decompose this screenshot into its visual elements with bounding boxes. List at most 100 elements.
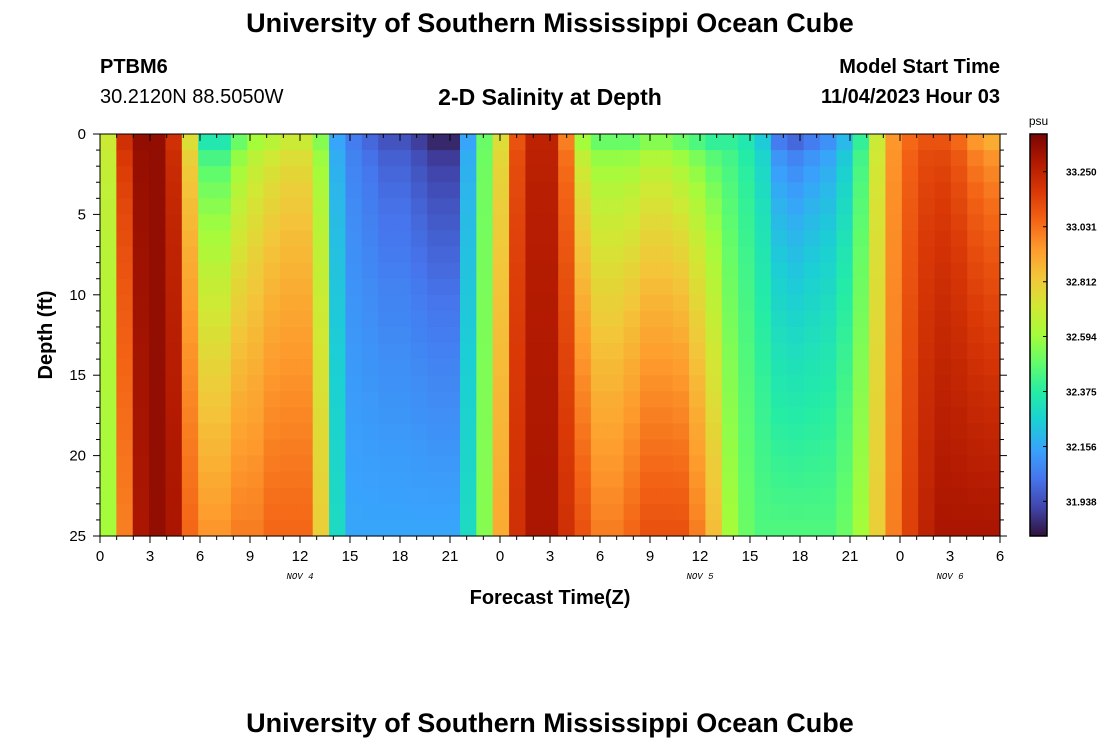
colorbar-tick-label: 32.594 [1066,333,1097,344]
heatmap-cell [754,278,772,296]
heatmap-cell [541,214,559,232]
heatmap-cell [803,278,821,296]
heatmap-cell [181,166,199,183]
heatmap-cell [623,262,641,280]
heatmap-cell [198,262,216,280]
heatmap-cell [967,326,985,344]
heatmap-cell [476,391,494,408]
heatmap-cell [427,519,445,537]
heatmap-cell [705,166,723,183]
heatmap-cell [738,391,756,408]
heatmap-cell [492,343,510,360]
heatmap-cell [852,343,870,360]
heatmap-cell [329,391,347,408]
x-tick-label: 6 [996,548,1004,565]
heatmap-cell [721,214,739,232]
heatmap-cell [754,359,772,376]
heatmap-cell [181,455,199,473]
heatmap-cell [689,198,707,215]
heatmap-cell [296,166,314,183]
heatmap-cell [820,230,837,248]
heatmap-cell [132,198,150,215]
heatmap-cell [558,150,576,167]
heatmap-cell [541,503,559,521]
heatmap-cell [100,230,117,248]
heatmap-cell [394,134,412,151]
heatmap-cell [721,230,739,248]
heatmap-cell [672,471,690,489]
heatmap-cell [590,214,608,232]
heatmap-cell [541,439,559,457]
heatmap-cell [181,150,199,167]
heatmap-cell [918,519,936,537]
heatmap-cell [149,294,167,312]
heatmap-cell [852,246,870,264]
heatmap-cell [836,310,854,328]
chart-subtitle: 2-D Salinity at Depth [438,84,662,110]
heatmap-cell [967,343,985,360]
heatmap-cell [803,134,821,151]
heatmap-cell [950,487,968,505]
heatmap-cell [394,503,412,521]
heatmap-cell [329,519,347,537]
heatmap-cell [198,214,216,232]
heatmap-cell [770,343,788,360]
heatmap-cell [443,503,461,521]
heatmap-cell [852,471,870,489]
heatmap-cell [214,455,232,473]
heatmap-cell [443,246,461,264]
heatmap-cell [967,150,985,167]
heatmap-cell [852,326,870,344]
heatmap-cell [656,487,674,505]
heatmap-cell [869,471,887,489]
heatmap-cell [820,503,837,521]
heatmap-cell [427,439,445,457]
heatmap-cell [803,230,821,248]
heatmap-cell [263,375,281,392]
heatmap-cell [607,359,625,376]
heatmap-cell [852,310,870,328]
heatmap-cell [885,214,903,232]
heatmap-cell [934,343,952,360]
heatmap-cell [738,166,756,183]
heatmap-cell [116,166,134,183]
heatmap-cell [296,262,314,280]
heatmap-cell [623,487,641,505]
heatmap-cell [640,134,657,151]
heatmap-cell [770,230,788,248]
heatmap-cell [329,423,347,441]
heatmap-cell [541,326,559,344]
heatmap-cell [100,455,117,473]
heatmap-cell [460,487,477,505]
heatmap-cell [329,150,347,167]
x-tick-label: 21 [842,548,859,565]
heatmap-cell [918,455,936,473]
heatmap-cell [590,310,608,328]
heatmap-cell [721,439,739,457]
heatmap-cell [280,439,297,457]
heatmap-cell [934,519,952,537]
heatmap-cell [901,359,919,376]
heatmap-cell [361,487,379,505]
heatmap-cell [607,503,625,521]
heatmap-cell [460,166,477,183]
heatmap-cell [803,214,821,232]
heatmap-cell [918,439,936,457]
heatmap-cell [116,423,134,441]
heatmap-cell [132,375,150,392]
heatmap-cell [836,262,854,280]
heatmap-cell [427,503,445,521]
heatmap-cell [378,503,396,521]
heatmap-cell [247,471,265,489]
heatmap-cell [230,439,248,457]
heatmap-cell [705,294,723,312]
heatmap-cell [705,519,723,537]
heatmap-cell [100,391,117,408]
heatmap-cell [918,487,936,505]
heatmap-cell [803,310,821,328]
colorbar-unit: psu [1029,114,1048,128]
heatmap-cell [836,278,854,296]
heatmap-cell [247,439,265,457]
heatmap-cell [443,150,461,167]
heatmap-cell [149,439,167,457]
